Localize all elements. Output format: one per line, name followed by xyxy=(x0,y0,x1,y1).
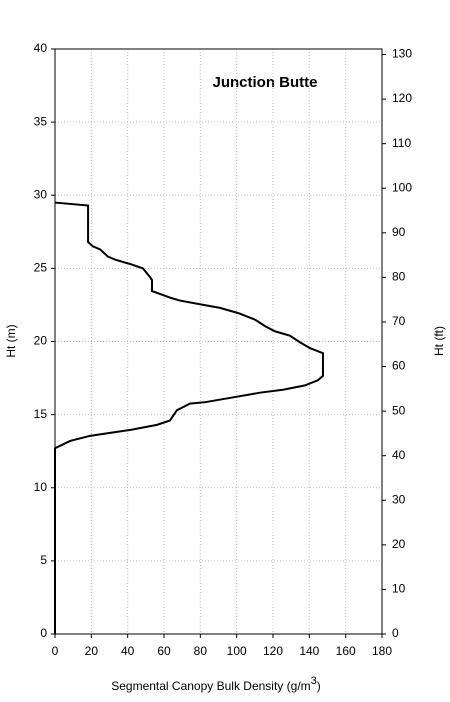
x-tick-label: 20 xyxy=(85,644,99,658)
x-tick-label: 140 xyxy=(299,644,319,658)
x-tick-label: 40 xyxy=(121,644,135,658)
y-axis-label: Ht (m) xyxy=(4,324,18,357)
x-tick-label: 160 xyxy=(336,644,356,658)
x-tick-label: 80 xyxy=(194,644,208,658)
y-tick-label: 30 xyxy=(34,187,48,201)
x-label-part: ) xyxy=(317,679,321,693)
y-tick-label: 15 xyxy=(34,407,48,421)
y2-axis-label: Ht (ft) xyxy=(432,326,446,356)
y2-tick-label: 10 xyxy=(392,582,406,596)
x-axis-label: Segmental Canopy Bulk Density (g/m3) xyxy=(111,675,321,693)
y2-tick-label: 80 xyxy=(392,270,406,284)
plot-frame xyxy=(54,48,383,635)
y-tick-label: 5 xyxy=(40,553,47,567)
y2-tick-label: 70 xyxy=(392,314,406,328)
x-label-sup: 3 xyxy=(311,675,317,687)
y-tick-label: 0 xyxy=(40,626,47,640)
y-tick-label: 35 xyxy=(34,114,48,128)
y-tick-label: 40 xyxy=(34,41,48,55)
y2-tick-label: 110 xyxy=(392,136,411,150)
y2-tick-label: 130 xyxy=(392,47,412,61)
y-tick-label: 10 xyxy=(34,480,48,494)
profile-line xyxy=(54,201,324,634)
x-tick-label: 60 xyxy=(157,644,171,658)
y2-tick-label: 0 xyxy=(392,626,399,640)
y2-tick-label: 100 xyxy=(392,180,412,194)
x-tick-label: 180 xyxy=(372,644,392,658)
y-tick-label: 25 xyxy=(34,261,48,275)
y2-tick-label: 60 xyxy=(392,359,406,373)
y2-tick-label: 90 xyxy=(392,225,406,239)
y2-tick-label: 40 xyxy=(392,448,406,462)
y2-tick-label: 30 xyxy=(392,492,406,506)
x-tick-label: 120 xyxy=(263,644,283,658)
y2-tick-label: 120 xyxy=(392,91,412,105)
x-label-part: Segmental Canopy Bulk Density (g/m xyxy=(111,679,310,693)
y2-tick-label: 50 xyxy=(392,403,406,417)
y-tick-label: 20 xyxy=(34,334,48,348)
x-tick-label: 0 xyxy=(52,644,59,658)
x-tick-label: 100 xyxy=(227,644,247,658)
y2-tick-label: 20 xyxy=(392,537,406,551)
chart-title: Junction Butte xyxy=(213,74,318,91)
